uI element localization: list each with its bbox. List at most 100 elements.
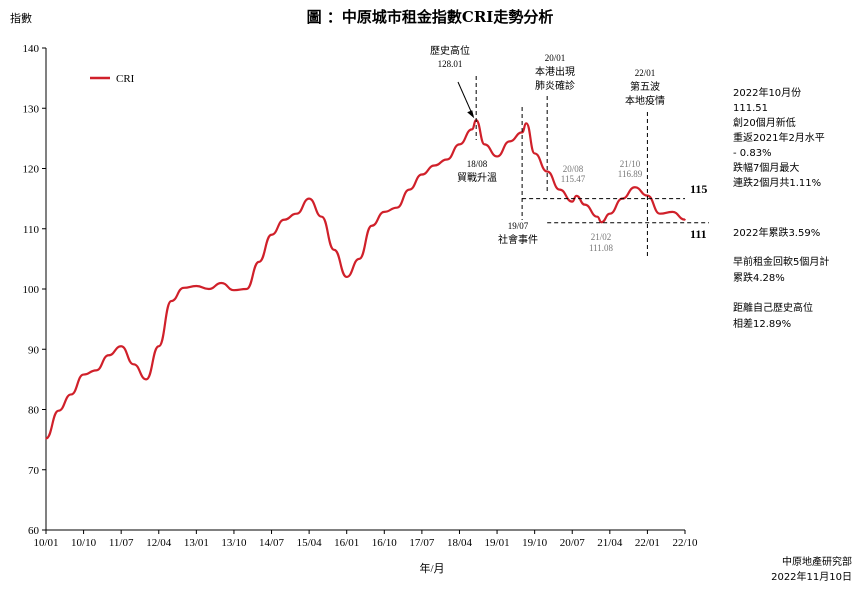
side-note-4: 重返2021年2月水平 [733,131,825,144]
a2008-date-label: 20/08 [563,164,584,174]
x-tick-label: 13/10 [221,537,247,549]
x-tick-label: 12/04 [146,537,172,549]
side-note-8: 2022年累跌3.59% [733,226,820,239]
y-tick-label: 120 [23,164,40,176]
side-notes: 2022年10月份 111.51 創20個月新低 重返2021年2月水平 - 0… [733,86,829,330]
side-note-1: 2022年10月份 [733,86,801,99]
data-point-cri [245,288,248,290]
source-label: 中原地產研究部 [782,555,852,568]
data-point-cri [270,233,273,236]
peak-title-label: 歷史高位 [430,44,470,57]
x-tick-label: 19/01 [485,537,510,549]
data-point-cri [145,378,148,381]
y-tick-label: 100 [23,284,40,296]
data-point-cri [132,363,135,366]
data-point-cri [383,211,386,213]
data-point-cri [546,170,548,173]
peak-value-label: 128.01 [438,59,463,69]
x-tick-label: 10/10 [71,537,97,549]
data-point-cri [320,215,323,218]
a2001-line2-label: 肺炎確診 [535,79,575,92]
data-point-cri [583,203,586,206]
y-tick-label: 60 [28,525,40,537]
a2201-date-label: 22/01 [635,68,656,78]
x-tick-label: 22/01 [635,537,660,549]
side-note-3: 創20個月新低 [733,116,796,129]
data-point-cri [571,200,574,203]
data-point-cri [408,188,411,191]
data-point-cri [684,218,686,221]
data-point-cri [95,369,97,372]
x-tick-label: 18/04 [447,537,473,549]
data-point-cri [634,186,636,189]
a1808-text-label: 貿戰升溫 [457,172,497,184]
a2201-line1-label: 第五波 [630,80,660,93]
data-point-cri [308,197,310,200]
y-tick-label: 140 [23,43,40,55]
side-note-5: - 0.83% [733,148,772,159]
legend: CRI [90,73,135,85]
y-tick-label: 80 [28,405,40,417]
peak-arrow-head [467,110,475,119]
data-point-cri [575,194,578,197]
data-point-cri [600,221,603,224]
data-point-cri [283,218,285,221]
data-point-cri [458,143,461,146]
data-point-cri [533,152,536,155]
data-point-cri [45,437,47,440]
y-tick-label: 130 [23,103,40,115]
x-tick-label: 16/10 [372,537,398,549]
data-point-cri [508,140,511,143]
data-point-cri [596,215,599,218]
data-point-cri [396,206,398,209]
data-point-cri [220,282,223,284]
a2102-value-label: 111.08 [589,243,614,253]
data-point-cri [671,211,674,213]
data-point-cri [183,286,185,289]
data-point-cri [208,288,210,290]
data-point-cri [258,261,260,263]
x-tick-label: 20/07 [560,537,586,549]
x-tick-label: 22/10 [672,537,698,549]
y-tick-label: 110 [23,224,40,236]
side-note-2: 111.51 [733,103,768,114]
legend-label-cri: CRI [116,73,135,85]
series-line-cri [45,119,686,440]
data-point-cri [70,393,72,396]
data-point-cri [525,122,528,125]
data-point-cri [345,276,348,278]
level-111-label: 111 [690,227,707,241]
side-note-6: 跌幅7個月最大 [733,161,799,174]
y-axis-label: 指數 [10,11,32,25]
data-point-cri [446,158,448,161]
a2001-date-label: 20/01 [545,53,566,63]
a1907-date-label: 19/07 [508,221,529,231]
a1808-date-label: 18/08 [467,159,488,169]
side-note-9: 早前租金回軟5個月計 [733,255,829,268]
x-axis-label: 年/月 [419,561,444,575]
data-point-cri [107,354,110,357]
data-point-cri [195,285,198,287]
series-layer [45,119,686,440]
a2102-date-label: 21/02 [591,232,612,242]
annotation-layer [457,76,709,258]
date-label: 2022年11月10日 [771,570,852,583]
x-tick-label: 14/07 [259,537,285,549]
x-tick-label: 19/10 [522,537,548,549]
data-point-cri [233,289,235,292]
data-point-cri [370,224,373,227]
side-note-7: 連跌2個月共1.11% [733,176,821,189]
x-tick-label: 10/01 [33,537,58,549]
x-tick-label: 13/01 [184,537,209,549]
side-note-10: 累跌4.28% [733,271,785,284]
data-point-cri [471,128,473,131]
y-tick-label: 70 [28,465,40,477]
side-note-12: 相差12.89% [733,317,791,330]
y-tick-label: 90 [28,344,40,356]
x-tick-label: 16/01 [334,537,359,549]
side-note-11: 距離自己歷史高位 [733,301,813,314]
data-point-cri [120,345,122,348]
a2001-line1-label: 本港出現 [535,65,575,78]
a1907-text-label: 社會事件 [498,233,538,246]
data-point-cri [609,212,611,215]
